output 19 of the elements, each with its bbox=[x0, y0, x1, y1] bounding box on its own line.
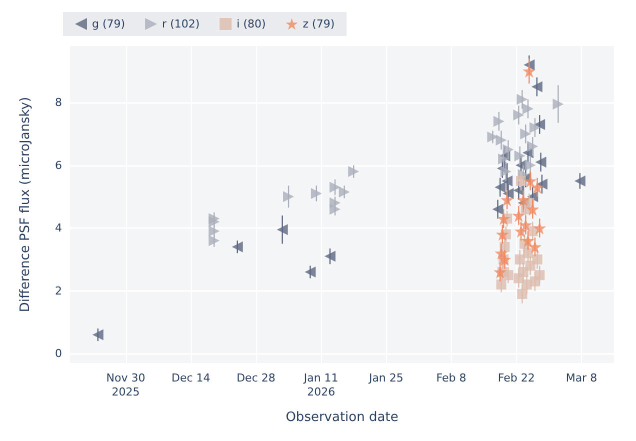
x-tick-label: Feb 22 bbox=[498, 372, 535, 384]
legend-label: r (102) bbox=[162, 18, 200, 30]
x-tick-label: Dec 14 bbox=[172, 372, 210, 384]
x-tick-label: Nov 30 2025 bbox=[106, 372, 146, 398]
legend-label: g (79) bbox=[92, 18, 126, 30]
y-tick-label: 6 bbox=[55, 158, 62, 172]
y-tick-label: 0 bbox=[55, 347, 62, 360]
x-axis-title: Observation date bbox=[286, 410, 398, 425]
x-tick-label: Mar 8 bbox=[566, 372, 598, 384]
y-axis-title: Difference PSF flux (microJansky) bbox=[18, 96, 33, 312]
x-tick-label: Dec 28 bbox=[236, 372, 276, 384]
y-tick-label: 4 bbox=[55, 222, 62, 235]
x-tick-label: Feb 8 bbox=[436, 372, 466, 384]
x-tick-label: Jan 25 bbox=[368, 372, 404, 384]
x-tick-label: Jan 11 2026 bbox=[302, 372, 338, 398]
legend-label: z (79) bbox=[302, 18, 335, 30]
y-tick-label: 8 bbox=[55, 96, 62, 109]
legend-label: i (80) bbox=[236, 18, 266, 30]
y-tick-label: 2 bbox=[55, 284, 62, 298]
